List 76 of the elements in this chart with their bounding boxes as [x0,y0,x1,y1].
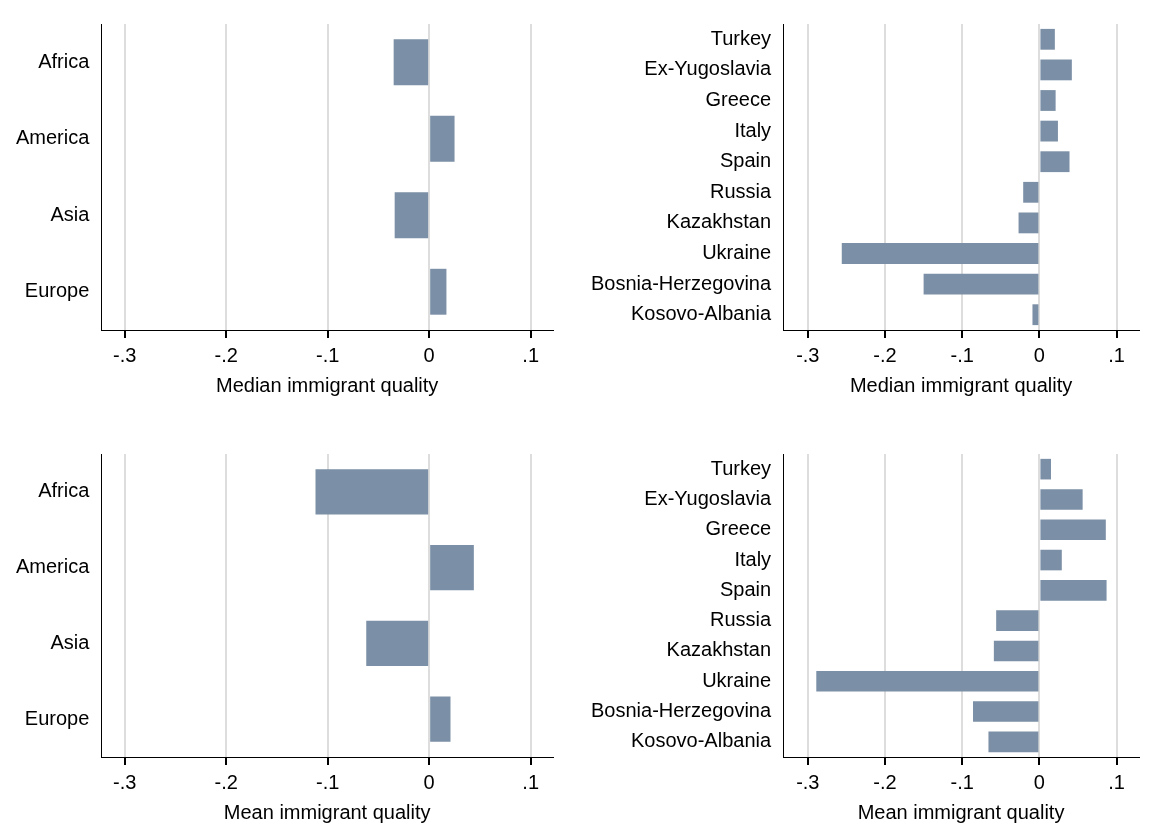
bar [923,273,1039,295]
bar [973,701,1039,722]
x-tick-label: -.3 [796,770,820,793]
bar [816,670,1039,692]
y-tick-label: Europe [24,706,90,729]
y-tick-label: Ex-Yugoslavia [644,57,772,80]
y-tick-label: America [15,126,91,149]
bar [366,620,429,667]
x-tick-label: 0 [1033,343,1045,366]
y-tick-label: Spain [719,149,772,172]
bar [1040,151,1070,173]
bar [988,731,1039,753]
x-axis-title: Median immigrant quality [849,373,1073,396]
x-tick-label: 0 [1033,770,1045,793]
bar [315,469,429,515]
bar [1040,580,1107,601]
y-tick-label: Asia [50,202,91,225]
y-tick-label: Ukraine [702,241,772,264]
x-axis-title: Mean immigrant quality [857,800,1065,823]
bar [1040,458,1051,480]
y-tick-label: Kosovo-Albania [631,729,772,752]
x-tick-label: -.2 [873,343,897,366]
bar [1040,59,1072,81]
y-tick-label: Italy [734,118,772,141]
y-tick-label: Ex-Yugoslavia [644,486,772,509]
bar [1032,304,1039,326]
y-tick-label: Turkey [710,26,772,49]
bar [993,640,1039,662]
x-tick-label: .1 [1108,343,1125,366]
y-tick-label: America [15,555,91,578]
y-tick-label: Asia [50,630,91,653]
y-tick-label: Turkey [710,456,772,479]
x-tick-label: -.1 [316,770,340,793]
y-tick-label: Greece [705,88,772,111]
y-tick-label: Kosovo-Albania [631,302,772,325]
x-tick-label: 0 [423,770,435,793]
x-axis-title: Median immigrant quality [216,373,439,396]
y-tick-label: Russia [709,608,772,631]
y-tick-label: Bosnia-Herzegovina [590,271,772,294]
y-tick-label: Spain [719,577,772,600]
y-tick-label: Ukraine [702,668,772,691]
x-tick-label: -.1 [316,343,340,366]
bar [1040,120,1058,142]
y-tick-label: Russia [709,179,772,202]
x-tick-label: -.3 [113,770,137,793]
x-tick-label: .1 [522,770,540,793]
bar [1040,519,1106,541]
bar [1040,489,1083,510]
x-tick-label: -.2 [214,343,238,366]
y-tick-label: Bosnia-Herzegovina [590,699,772,722]
bar [996,610,1039,631]
y-tick-label: Europe [24,279,90,302]
x-tick-label: -.2 [214,770,238,793]
bar [430,696,451,742]
x-axis-title: Mean immigrant quality [223,800,431,823]
bar [1040,90,1056,111]
x-tick-label: -.1 [950,770,974,793]
bar [1040,549,1062,571]
x-tick-label: -.3 [113,343,137,366]
y-tick-label: Greece [705,517,772,540]
bar [1040,28,1055,50]
y-tick-label: Africa [38,49,91,72]
x-tick-label: -.1 [950,343,974,366]
y-tick-label: Africa [38,479,91,502]
x-tick-label: 0 [423,343,435,366]
x-tick-label: .1 [522,343,540,366]
bar [1018,212,1039,234]
bar [430,544,474,591]
bar [1023,181,1039,203]
x-tick-label: -.2 [873,770,897,793]
y-tick-label: Kazakhstan [666,210,772,233]
y-tick-label: Italy [734,547,772,570]
y-tick-label: Kazakhstan [666,638,772,661]
x-tick-label: .1 [1108,770,1125,793]
x-tick-label: -.3 [796,343,820,366]
bar [841,243,1039,264]
